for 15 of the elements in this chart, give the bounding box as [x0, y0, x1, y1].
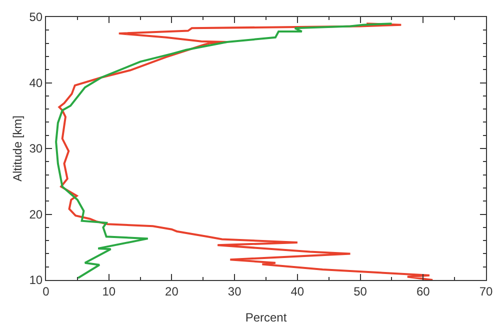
y-tick-label: 40: [29, 76, 43, 90]
x-tick-label: 30: [228, 284, 242, 298]
y-tick-label: 10: [29, 273, 43, 288]
x-tick-label: 50: [354, 284, 368, 298]
y-axis-title: Altitude [km]: [10, 115, 25, 182]
y-tick-label: 50: [29, 10, 43, 24]
x-tick-label: 0: [42, 284, 50, 298]
x-axis-title: Percent: [245, 310, 288, 324]
x-tick-label: 60: [416, 284, 430, 298]
x-tick-label: 40: [290, 284, 304, 298]
x-tick-label: 10: [102, 284, 116, 298]
x-tick-label: 70: [479, 284, 493, 298]
x-tick-label: 20: [165, 284, 179, 298]
y-tick-label: 20: [29, 207, 43, 222]
y-tick-label: 30: [29, 142, 43, 156]
